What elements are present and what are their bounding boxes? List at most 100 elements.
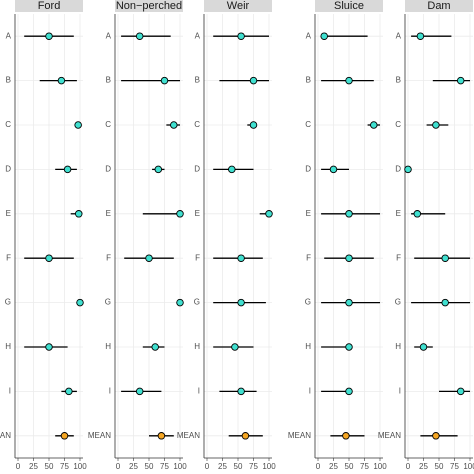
point xyxy=(413,210,422,218)
point xyxy=(419,343,428,351)
x-tick-label: 50 xyxy=(234,462,243,471)
x-tick-label: 25 xyxy=(419,462,428,471)
point xyxy=(404,165,412,174)
y-tick-label: F xyxy=(396,253,401,262)
point xyxy=(249,121,258,129)
point xyxy=(456,76,465,85)
point xyxy=(265,210,273,218)
y-tick-label: I xyxy=(309,387,311,396)
y-tick-label: B xyxy=(195,76,200,85)
strip xyxy=(115,0,183,12)
x-tick-label: 25 xyxy=(129,462,138,471)
point xyxy=(432,121,440,129)
y-tick-label: I xyxy=(109,387,111,396)
x-tick-label: 75 xyxy=(360,462,369,471)
point xyxy=(416,32,425,40)
strip xyxy=(15,0,83,12)
x-tick-label: 25 xyxy=(218,462,227,471)
point xyxy=(228,165,236,174)
strip xyxy=(315,0,383,12)
y-tick-label: B xyxy=(106,76,111,85)
point xyxy=(231,343,239,351)
point xyxy=(145,254,153,262)
point xyxy=(74,121,82,129)
y-tick-label: A xyxy=(106,31,112,40)
point xyxy=(345,343,353,351)
y-tick-label: I xyxy=(399,387,401,396)
panel-title: Weir xyxy=(227,0,250,12)
y-tick-label: D xyxy=(395,165,401,174)
strip xyxy=(204,0,272,12)
y-tick-label: MEAN xyxy=(0,431,11,440)
y-tick-label: C xyxy=(395,120,401,129)
y-tick-label: F xyxy=(106,253,111,262)
point xyxy=(75,210,83,218)
point xyxy=(342,432,350,440)
x-tick-label: 0 xyxy=(16,462,21,471)
x-tick-label: 50 xyxy=(145,462,154,471)
y-tick-label: D xyxy=(305,165,311,174)
point xyxy=(160,76,169,85)
point xyxy=(45,32,53,40)
y-tick-label: MEAN xyxy=(177,431,200,440)
x-tick-label: 100 xyxy=(373,462,387,471)
y-tick-label: I xyxy=(9,387,11,396)
x-tick-label: 75 xyxy=(60,462,69,471)
y-tick-label: MEAN xyxy=(378,431,401,440)
point xyxy=(170,121,178,129)
x-tick-label: 0 xyxy=(116,462,121,471)
y-tick-label: F xyxy=(195,253,200,262)
y-tick-label: A xyxy=(306,31,312,40)
y-tick-label: B xyxy=(396,76,401,85)
y-tick-label: E xyxy=(6,209,11,218)
point xyxy=(176,298,184,307)
point xyxy=(237,387,245,396)
y-tick-label: A xyxy=(195,31,201,40)
y-tick-label: C xyxy=(105,120,111,129)
x-tick-label: 100 xyxy=(463,462,474,471)
y-tick-label: B xyxy=(306,76,311,85)
point xyxy=(237,254,245,262)
y-tick-label: B xyxy=(6,76,11,85)
point xyxy=(249,76,258,85)
point xyxy=(329,165,338,174)
point xyxy=(237,32,245,40)
y-tick-label: C xyxy=(305,120,311,129)
x-tick-label: 25 xyxy=(29,462,38,471)
x-tick-label: 0 xyxy=(205,462,210,471)
point xyxy=(157,432,166,440)
point xyxy=(63,165,72,174)
panel-title: Sluice xyxy=(334,0,364,12)
x-tick-label: 75 xyxy=(249,462,258,471)
point xyxy=(135,387,144,396)
y-tick-label: G xyxy=(395,298,401,307)
y-tick-label: D xyxy=(194,165,200,174)
y-tick-label: G xyxy=(194,298,200,307)
y-tick-label: G xyxy=(5,298,11,307)
point xyxy=(345,387,353,396)
point xyxy=(60,432,69,440)
x-tick-label: 75 xyxy=(160,462,169,471)
strip xyxy=(405,0,473,12)
y-tick-label: C xyxy=(5,120,11,129)
y-tick-label: D xyxy=(105,165,111,174)
y-tick-label: I xyxy=(198,387,200,396)
point xyxy=(345,298,353,307)
x-tick-label: 75 xyxy=(450,462,459,471)
x-tick-label: 25 xyxy=(329,462,338,471)
y-tick-label: G xyxy=(305,298,311,307)
x-tick-label: 100 xyxy=(73,462,87,471)
point xyxy=(135,32,144,40)
y-tick-label: E xyxy=(195,209,200,218)
y-tick-label: C xyxy=(194,120,200,129)
point xyxy=(432,432,440,440)
panel-title: Non−perched xyxy=(116,0,182,12)
x-tick-label: 100 xyxy=(262,462,276,471)
point xyxy=(370,121,378,129)
panel-title: Ford xyxy=(38,0,61,12)
point xyxy=(65,387,73,396)
point xyxy=(57,76,66,85)
y-tick-label: F xyxy=(6,253,11,262)
point xyxy=(241,432,250,440)
point xyxy=(176,210,184,218)
